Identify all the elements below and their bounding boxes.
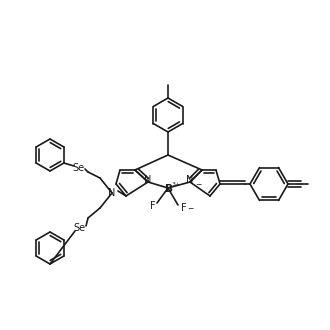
Text: N: N — [186, 175, 194, 185]
Text: N: N — [144, 175, 152, 185]
Text: −: − — [187, 205, 193, 214]
Text: F: F — [181, 203, 187, 213]
Text: 3+: 3+ — [171, 182, 181, 187]
Text: N: N — [108, 188, 116, 198]
Text: Se: Se — [72, 163, 84, 173]
Text: F: F — [150, 201, 156, 211]
Text: −: − — [195, 181, 201, 189]
Text: B: B — [165, 184, 173, 194]
Text: Se: Se — [73, 223, 85, 233]
